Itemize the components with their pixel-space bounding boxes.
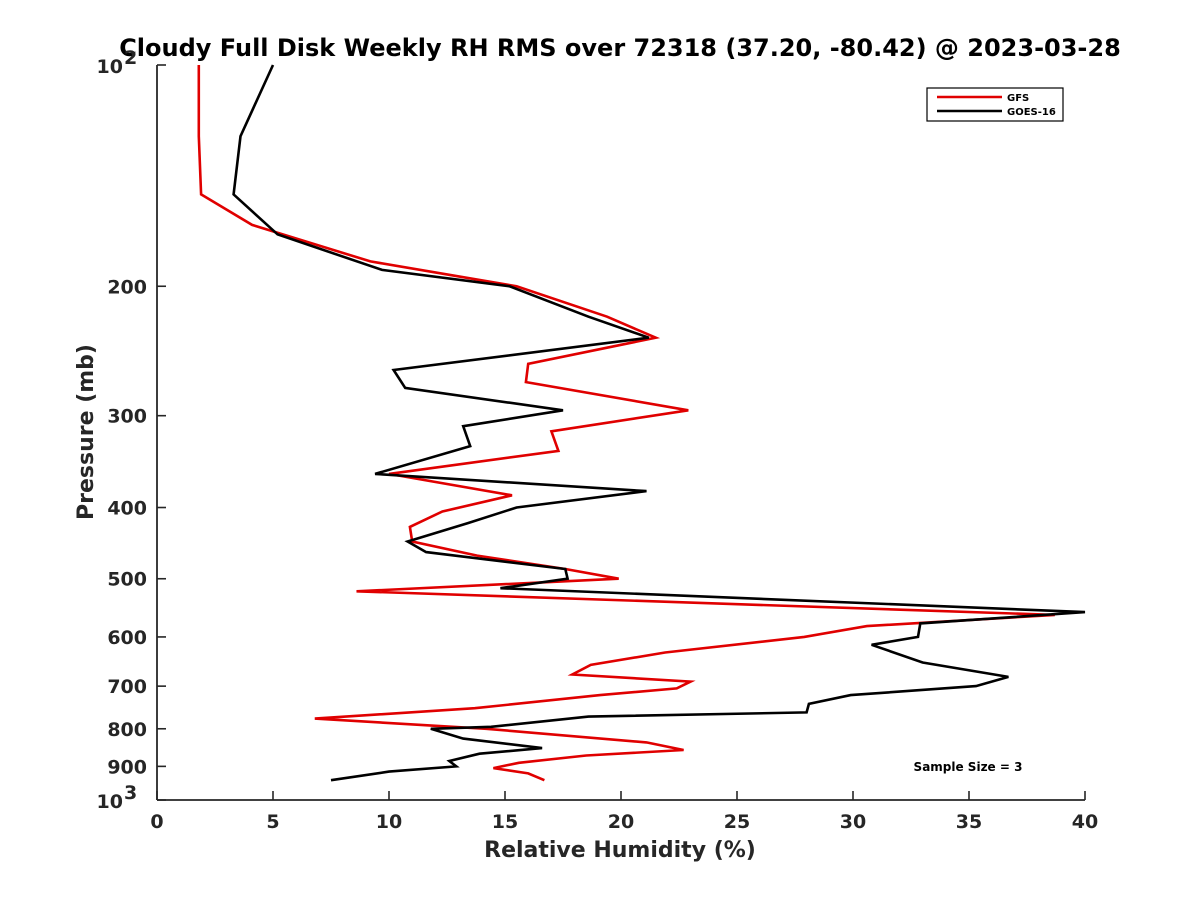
y-tick-label: 300 — [107, 406, 147, 428]
y-tick-label: 500 — [107, 569, 147, 591]
series-line-gfs — [197, 65, 1055, 782]
legend-box — [926, 87, 1064, 122]
y-tick-label: 900 — [107, 756, 147, 778]
x-tick-label: 30 — [840, 811, 866, 833]
y-tick-label: 10 — [97, 56, 123, 78]
y-tick-label: 600 — [107, 627, 147, 649]
x-tick-label: 0 — [150, 811, 163, 833]
y-tick-label: 700 — [107, 676, 147, 698]
y-tick-label: 800 — [107, 719, 147, 741]
legend: GFS GOES-16 — [926, 87, 1064, 122]
x-tick-label: 40 — [1072, 811, 1098, 833]
x-tick-label: 5 — [266, 811, 279, 833]
chart-title: Cloudy Full Disk Weekly RH RMS over 7231… — [119, 34, 1121, 62]
series-layer — [197, 64, 1086, 782]
y-tick-label: 400 — [107, 498, 147, 520]
x-tick-label: 25 — [724, 811, 750, 833]
y-tick-label: 200 — [107, 276, 147, 298]
x-tick-label: 35 — [956, 811, 982, 833]
y-axis-label: Pressure (mb) — [74, 344, 99, 520]
y-tick-exponent: 2 — [124, 47, 137, 69]
x-axis-label: Relative Humidity (%) — [484, 838, 756, 863]
sample-size-annotation: Sample Size = 3 — [914, 760, 1023, 774]
series-line-goes16 — [232, 64, 1086, 782]
legend-goes16-label: GOES-16 — [1007, 107, 1056, 118]
legend-gfs-label: GFS — [1007, 93, 1029, 104]
x-tick-label: 10 — [376, 811, 402, 833]
x-tick-label: 20 — [608, 811, 634, 833]
y-tick-label: 10 — [97, 791, 123, 813]
x-tick-label: 15 — [492, 811, 518, 833]
y-tick-exponent: 3 — [124, 782, 137, 804]
